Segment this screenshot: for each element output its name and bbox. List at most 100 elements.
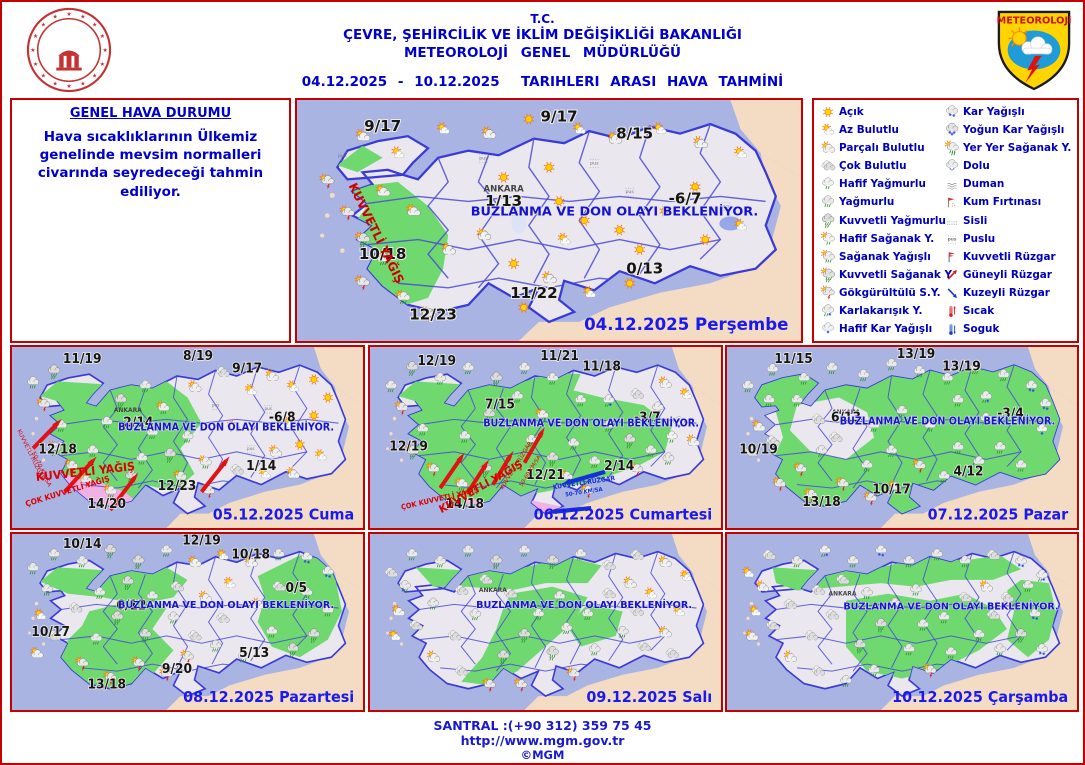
weather-icon-sun-cloud2	[476, 227, 492, 240]
legend-box: Açık Az Bulutlu Parçalı Bulutlu Çok Bulutlu…	[812, 98, 1079, 343]
weather-icon-cloud	[783, 598, 797, 609]
weather-icon-rain3	[875, 618, 888, 633]
weather-icon-rain2	[603, 419, 615, 432]
weather-icon-sun-cloud	[557, 232, 571, 245]
weather-icon-rain2	[931, 548, 943, 561]
weather-icon-rain2	[994, 441, 1006, 454]
weather-icon-sun-cloud2	[391, 604, 405, 617]
temp-label: 8/15	[616, 125, 653, 143]
weather-icon-rain2	[945, 646, 957, 659]
weather-icon-sun-cloud	[216, 548, 229, 560]
weather-icon-sun-cloud	[645, 587, 657, 599]
weather-icon-rain2	[167, 611, 180, 624]
temp-label: 9/17	[364, 117, 401, 135]
weather-icon-rain2	[896, 405, 908, 418]
svg-text:pus: pus	[590, 161, 599, 166]
weather-icon-storm	[420, 306, 436, 322]
legend-label: Dolu	[963, 160, 990, 173]
weather-icon-rain2	[791, 394, 803, 407]
legend-item: Kum Fırtınası	[944, 193, 1075, 211]
rain2-icon	[820, 194, 836, 210]
weather-icon-cloud	[766, 620, 780, 631]
weather-icon-storm	[180, 649, 194, 665]
weather-icon-rain1	[666, 430, 678, 443]
legend-label: Duman	[963, 178, 1005, 191]
legend-label: Hafif Sağanak Y.	[839, 232, 935, 245]
weather-icon-rain2	[952, 441, 964, 454]
weather-icon-sun	[659, 205, 671, 217]
weather-icon-cloud	[48, 630, 62, 641]
storm-icon	[820, 285, 836, 301]
weather-icon-rain2	[742, 380, 754, 393]
sun-cloud2-icon	[820, 140, 836, 156]
temp-label: 14/18	[445, 497, 484, 513]
weather-icon-cloud	[829, 431, 843, 443]
weather-icon-storm	[173, 469, 187, 485]
weather-icon-sun-cloud	[287, 380, 299, 392]
forecast-map-persembe: pus pus pus pus pus pus ANKARA 9/17 9/17 8/15 1/13…	[295, 98, 803, 343]
weather-icon-rain2	[868, 664, 880, 677]
weather-icon-cloud	[745, 446, 759, 457]
weather-icon-rain3	[132, 554, 145, 570]
weather-icon-cloud	[455, 665, 469, 676]
svg-text:★: ★	[92, 73, 97, 80]
svg-text:★: ★	[100, 61, 105, 68]
legend-label: Çok Bulutlu	[839, 160, 907, 173]
weather-icon-rain2	[553, 590, 566, 603]
map-warning: BUZLANMA VE DON OLAYI BEKLENİYOR.	[476, 597, 692, 611]
weather-icon-sun-cloud2	[265, 369, 279, 381]
weather-icon-rain3	[406, 361, 419, 376]
weather-icon-rain2	[76, 555, 89, 568]
legend-item: Kuzeyli Rüzgar	[944, 284, 1075, 302]
map-date: 07.12.2025 Pazar	[928, 505, 1069, 524]
weather-icon-storm	[78, 473, 93, 489]
weather-icon-cloud	[630, 549, 644, 560]
weather-icon-storm	[319, 173, 335, 190]
weather-icon-cloud	[216, 366, 230, 377]
weather-icon-cloud	[811, 584, 825, 595]
legend-item: Soguk	[944, 320, 1075, 338]
legend-label: Sıcak	[963, 304, 995, 317]
temp-label: 12/23	[158, 479, 197, 495]
weather-icon-snow2	[1029, 608, 1041, 620]
weather-icon-rain3	[483, 407, 496, 423]
weather-icon-cloud	[455, 584, 469, 595]
weather-icon-sun-cloud	[582, 285, 596, 298]
weather-icon-sun	[508, 258, 520, 270]
city-label: ANKARA	[832, 409, 860, 416]
weather-icon-rain2	[238, 650, 250, 663]
legend-label: Kum Fırtınası	[963, 196, 1042, 209]
weather-icon-shower2	[103, 484, 117, 498]
temp-label: 5/13	[239, 645, 269, 660]
weather-icon-rain2	[301, 587, 313, 599]
weather-icon-cloud	[230, 464, 244, 475]
weather-icon-storm	[912, 458, 926, 474]
svg-text:★: ★	[33, 33, 38, 40]
general-box: GENEL HAVA DURUMU Hava sıcaklıklarının Ü…	[10, 98, 291, 343]
weather-icon-rain2	[973, 629, 985, 642]
weather-icon-sun-cloud2	[30, 646, 44, 659]
weather-icon-rain2	[938, 470, 950, 483]
temp-label: 13/19	[897, 347, 936, 362]
weather-icon-storm	[75, 656, 89, 672]
weather-icon-rain2	[645, 444, 657, 458]
weather-icon-sun-cloud	[680, 387, 692, 399]
weather-icon-sun-cloud	[223, 576, 236, 588]
fog-icon	[944, 213, 960, 229]
weather-icon-sun-cloud	[258, 467, 271, 479]
weather-icon-sun-cloud	[572, 122, 586, 134]
weather-icon-sun	[578, 215, 590, 226]
title-ministry: ÇEVRE, ŞEHİRCİLİK VE İKLİM DEĞİŞİKLİĞİ B…	[343, 27, 742, 43]
weather-icon-snow2	[1036, 643, 1048, 656]
haze-icon: pus	[944, 231, 960, 247]
windflag-icon	[944, 249, 960, 265]
svg-text:pus: pus	[510, 210, 519, 215]
weather-icon-sun	[634, 244, 646, 255]
weather-icon-rain2	[273, 548, 285, 561]
weather-icon-cloud	[69, 602, 83, 613]
svg-text:pus: pus	[625, 190, 634, 195]
weather-icon-sun-cloud2	[752, 419, 766, 432]
weather-icon-rain3	[490, 554, 503, 570]
city-label: ANKARA	[484, 184, 525, 194]
